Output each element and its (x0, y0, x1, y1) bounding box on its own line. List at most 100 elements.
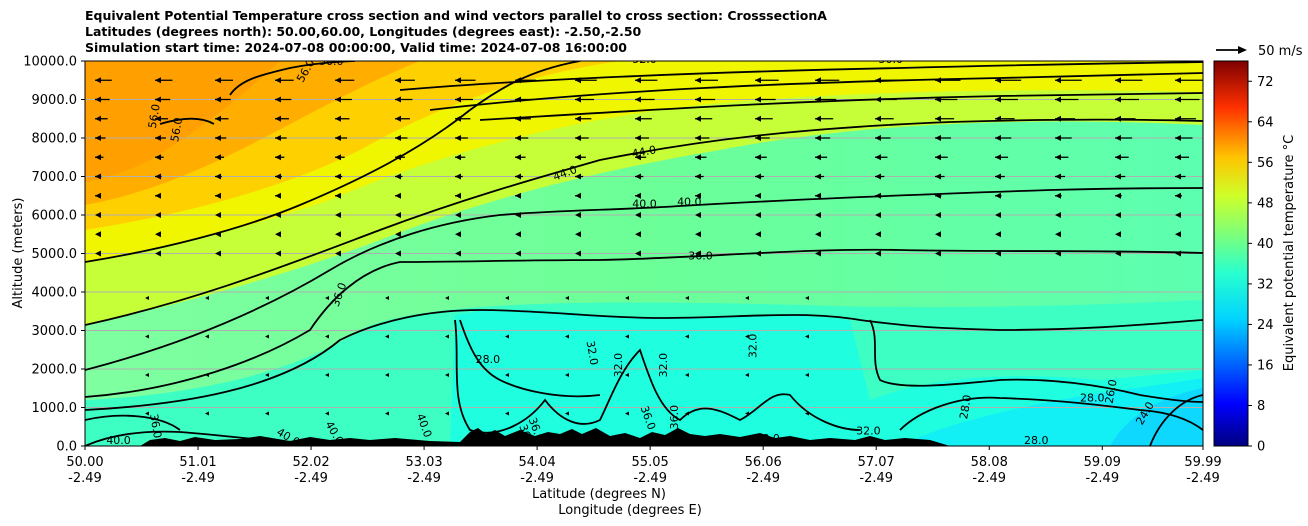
wind-vector-head (95, 115, 101, 122)
x-tick-label-lat: 52.02 (292, 455, 329, 470)
wind-vector-head (1175, 96, 1181, 103)
wind-vector-head (755, 173, 761, 180)
wind-vector-head (275, 192, 281, 199)
wind-vector-head (875, 77, 881, 84)
wind-vector-head (745, 373, 749, 377)
contour-40 (85, 187, 1203, 371)
wind-vector-head (515, 115, 521, 122)
wind-vector-head (1055, 231, 1061, 238)
wind-vector-head (755, 96, 761, 103)
wind-vector-head (625, 334, 629, 339)
wind-vector-head (445, 411, 449, 416)
x-tick-label-lon: -2.49 (407, 471, 441, 486)
wind-vector-head (515, 154, 521, 161)
wind-vector-head (935, 250, 941, 257)
chart-title-line-3: Simulation start time: 2024-07-08 00:00:… (85, 40, 627, 55)
wind-vector-head (385, 373, 389, 377)
wind-vector-head (635, 96, 641, 103)
wind-vector-head (325, 411, 329, 416)
wind-vector-head (215, 154, 221, 161)
y-tick-label: 8000.0 (32, 132, 78, 147)
contour-label: 36.0 (688, 249, 713, 262)
wind-vector-head (995, 77, 1001, 84)
wind-vector-head (1175, 250, 1181, 257)
wind-vector-head (1055, 96, 1061, 103)
wind-vector-head (395, 212, 401, 218)
wind-vector-head (265, 411, 269, 416)
wind-vector-head (1115, 135, 1121, 141)
wind-vector-head (275, 250, 281, 257)
wind-vector-head (995, 135, 1001, 141)
wind-vector-head (455, 77, 461, 84)
wind-vector-head (155, 135, 161, 141)
wind-vector-head (215, 212, 221, 218)
y-axis-ticks: 0.0 1000.0 2000.0 3000.0 4000.0 5000.0 6000.0 7… (23, 55, 85, 455)
wind-vector-head (1175, 154, 1181, 161)
wind-vector-head (95, 173, 101, 180)
contour-56-a (159, 117, 215, 125)
colorbar-tick-label: 16 (1257, 358, 1274, 373)
quiver-key: 50 m/s (1216, 44, 1303, 59)
wind-vector-head (145, 334, 149, 339)
wind-vector-head (1055, 173, 1061, 180)
chart-title-line-2: Latitudes (degrees north): 50.00,60.00, … (85, 24, 642, 39)
wind-vector-head (505, 373, 509, 377)
x-axis-ticks: 50.00-2.4951.01-2.4952.02-2.4953.03-2.49… (66, 446, 1222, 486)
wind-vector-head (935, 135, 941, 141)
wind-vector-head (755, 212, 761, 218)
wind-vector-head (815, 231, 821, 238)
wind-vector-head (635, 77, 641, 84)
wind-vector-head (995, 154, 1001, 161)
wind-vector-head (695, 77, 701, 84)
wind-vector-head (1055, 115, 1061, 122)
wind-vector-head (995, 192, 1001, 199)
wind-vector-head (935, 154, 941, 161)
wind-vector-head (685, 334, 689, 339)
wind-vector-head (815, 115, 821, 122)
wind-vector-head (575, 212, 581, 218)
wind-vector-head (695, 135, 701, 141)
wind-vector-head (515, 250, 521, 257)
wind-vector-head (1055, 212, 1061, 218)
wind-vector-head (275, 212, 281, 218)
wind-vector-head (335, 173, 341, 180)
y-tick-label: 7000.0 (32, 170, 78, 185)
x-tick-label-lon: -2.49 (294, 471, 328, 486)
wind-vector-head (395, 173, 401, 180)
x-tick-label-lat: 54.04 (519, 455, 556, 470)
wind-vector-head (935, 231, 941, 238)
x-tick-label-lat: 59.99 (1184, 455, 1221, 470)
contour-label: 52.0 (632, 53, 657, 66)
wind-vector-head (325, 296, 329, 300)
contour-50 (399, 61, 1203, 91)
wind-vector-head (815, 250, 821, 257)
wind-vector-head (935, 115, 941, 122)
colorbar-tick-label: 24 (1257, 318, 1274, 333)
wind-vector-head (575, 115, 581, 122)
y-tick-label: 10000.0 (23, 55, 77, 70)
wind-vector-head (995, 173, 1001, 180)
contour-label: 32.0 (584, 340, 601, 366)
wind-vector-head (385, 296, 389, 300)
wind-vector-head (1055, 192, 1061, 199)
wind-vector-head (325, 373, 329, 377)
wind-vector-head (575, 173, 581, 180)
y-tick-label: 1000.0 (32, 401, 78, 416)
wind-vector-head (695, 154, 701, 161)
wind-vector-head (95, 77, 101, 84)
wind-vector-head (1115, 77, 1121, 84)
x-tick-label-lat: 56.06 (745, 455, 782, 470)
wind-vector-head (685, 411, 689, 416)
wind-vector-head (565, 411, 569, 416)
wind-vector-head (1115, 250, 1121, 257)
wind-vector-head (335, 250, 341, 257)
y-axis-label: Altitude (meters) (11, 198, 26, 309)
wind-vector-head (515, 135, 521, 141)
wind-vector-head (215, 135, 221, 141)
colorbar-tick-label: 48 (1257, 196, 1274, 211)
wind-vector-head (875, 135, 881, 141)
wind-vector-head (455, 96, 461, 103)
wind-vector-head (875, 212, 881, 218)
wind-vector-head (395, 154, 401, 161)
contour-36 (85, 248, 1203, 398)
